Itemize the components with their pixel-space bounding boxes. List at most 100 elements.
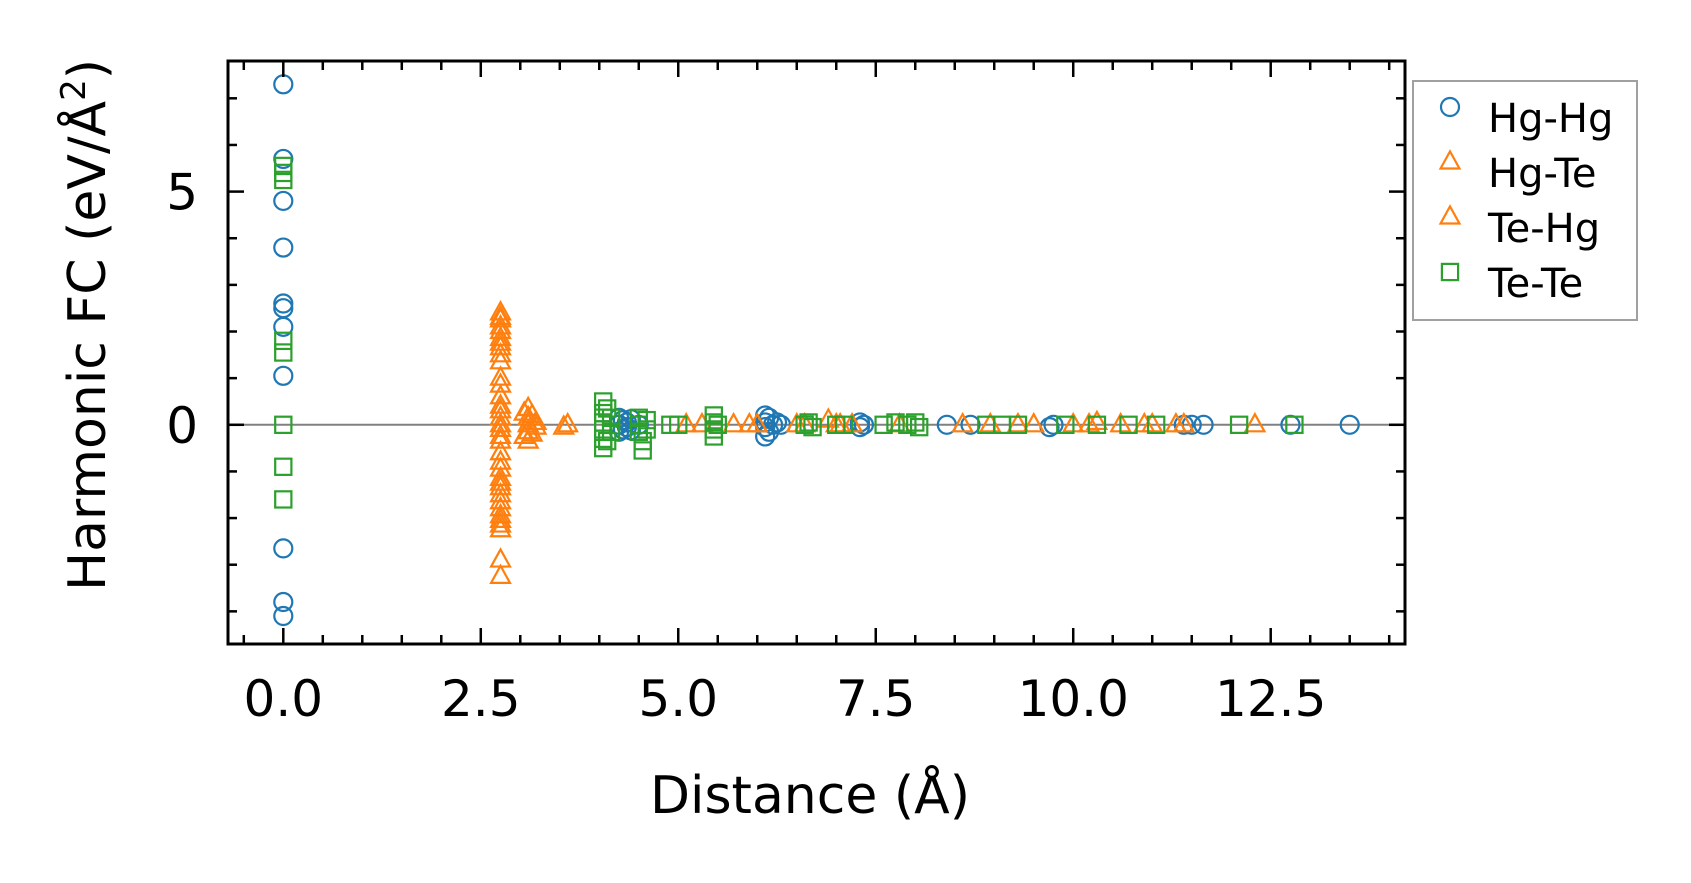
data-point-square [637,410,656,430]
data-point-circle [273,605,294,627]
legend-symbol [1438,149,1462,170]
y-axis-title-main: Harmonic FC (eV/Å [56,100,118,591]
data-point-square [906,413,925,432]
data-point-triangle [489,428,512,449]
data-point-circle [1193,414,1214,435]
data-point-triangle [722,411,745,433]
data-point-square [909,417,929,437]
data-point-square [274,490,293,509]
legend-label: Hg-Hg [1488,96,1613,142]
data-point-square [669,415,688,434]
legend-marker-square [1440,262,1460,282]
data-point-triangle [512,400,536,421]
data-point-triangle [489,470,512,491]
data-point-triangle [1243,411,1267,433]
x-tick-label: 10.0 [1018,670,1129,728]
data-point-triangle [489,563,512,584]
legend-marker-triangle [1438,204,1462,225]
data-point-circle [273,190,294,212]
data-point-square [637,420,656,439]
legend-label: Te-Te [1487,261,1583,307]
data-point-square [704,427,724,446]
data-point-square [1146,415,1166,434]
legend-label: Hg-Te [1488,151,1596,197]
data-point-square [594,438,613,458]
data-point-triangle [489,481,512,503]
data-point-square [274,415,293,434]
legend-symbol [1440,262,1460,282]
axis-ticks [228,61,1405,644]
data-point-circle [273,74,294,95]
x-tick-label: 5.0 [638,670,718,728]
data-point-square [274,331,293,351]
data-point-square [1119,415,1138,434]
data-point-circle [273,298,294,319]
y-tick-label: 5 [166,164,198,222]
x-tick-label: 7.5 [836,670,916,728]
data-point-triangle [951,411,974,433]
data-point-triangle [552,414,576,435]
series-te-te [274,156,1304,509]
data-point-circle [273,365,294,386]
data-point-triangle [1172,411,1196,433]
data-point-square [274,170,293,190]
data-point-triangle [489,341,512,363]
data-point-square [601,408,621,427]
data-point-square [1087,415,1107,434]
data-point-triangle [489,334,512,356]
legend-entry-te-te: Te-Te [1440,261,1583,307]
series-te-hg [489,304,1196,584]
x-tick-label: 0.0 [244,670,324,728]
x-tick-label: 2.5 [441,670,521,728]
data-point-square [274,457,293,476]
data-point-square [803,417,822,437]
data-point-triangle [489,474,512,496]
data-point-triangle [524,409,548,431]
x-tick-label: 12.5 [1215,670,1326,728]
data-point-circle [849,417,871,438]
legend-marker-circle [1439,96,1461,118]
data-point-square [633,441,652,460]
series-hg-hg [273,74,1360,627]
tick-labels: 0.0 2.5 5.0 7.5 10.0 12.5 0 5 [166,164,1326,728]
data-point-square [874,415,893,434]
data-point-triangle [489,502,512,524]
legend: Hg-Hg Hg-Te Te-Hg Te-Te [1412,80,1638,321]
data-point-circle [273,538,294,559]
data-point-square [597,431,617,451]
data-point-square [1056,415,1075,434]
data-point-triangle [489,411,512,433]
plot-frame [226,59,1407,646]
data-marks [273,74,1360,627]
data-point-square [594,392,613,411]
data-point-triangle [489,449,512,470]
x-axis-title: Distance (Å) [650,764,970,826]
data-point-triangle [489,507,512,529]
data-point-square [597,399,617,418]
data-point-triangle [489,304,512,326]
data-point-triangle [738,411,761,433]
data-point-circle [960,414,981,435]
legend-label: Te-Hg [1487,206,1600,252]
data-point-square [274,343,293,362]
data-point-square [708,415,727,434]
data-point-triangle [1006,411,1030,433]
y-axis-title-end: ) [58,59,118,79]
data-point-square [601,422,621,441]
y-axis-title-superscript: 2 [54,79,94,101]
y-tick-label: 0 [166,397,198,455]
data-point-circle [1339,414,1360,435]
data-point-triangle [489,495,512,517]
data-point-triangle [489,397,512,419]
data-point-circle [273,591,294,613]
legend-entry-hg-hg: Hg-Hg [1439,96,1613,142]
data-point-square [1285,415,1304,434]
data-point-square [1229,415,1249,434]
data-point-triangle [489,383,512,405]
y-axis-title: Harmonic FC (eV/Å2) [54,59,118,591]
data-point-circle [1043,414,1064,435]
data-point-square [1008,415,1028,434]
legend-entry-hg-te: Hg-Te [1438,149,1596,197]
data-point-triangle [524,414,548,435]
